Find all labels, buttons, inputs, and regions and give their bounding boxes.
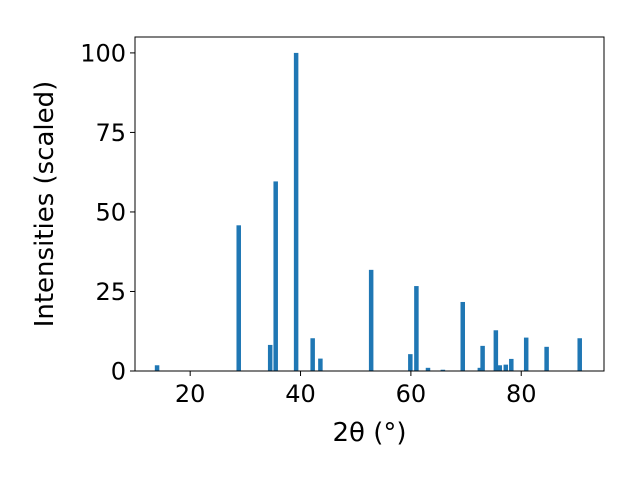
- x-tick-label: 60: [396, 380, 427, 408]
- bar-16: [497, 365, 502, 371]
- bar-8: [408, 354, 413, 371]
- bar-9: [414, 286, 419, 371]
- bar-19: [523, 337, 529, 371]
- bar-20: [544, 346, 549, 371]
- bar-18: [509, 358, 514, 371]
- bar-11: [440, 369, 446, 371]
- bar-3: [273, 181, 278, 371]
- bars-group: [154, 52, 582, 372]
- bar-0: [154, 365, 160, 371]
- x-tick-label: 80: [506, 380, 537, 408]
- bar-2: [267, 344, 273, 371]
- y-tick-label: 50: [95, 198, 126, 226]
- x-axis: 20 40 60 80: [175, 371, 537, 408]
- y-tick-label: 25: [95, 278, 126, 306]
- y-tick-label: 100: [80, 39, 126, 67]
- y-axis-label: Intensities (scaled): [30, 81, 60, 328]
- y-axis: 0 25 50 75 100: [80, 39, 135, 386]
- y-tick-label: 0: [111, 358, 126, 386]
- x-tick-label: 20: [175, 380, 206, 408]
- bar-1: [236, 225, 241, 371]
- bar-13: [477, 367, 483, 371]
- bar-4: [293, 52, 299, 372]
- bar-6: [318, 358, 323, 371]
- bar-12: [460, 301, 465, 371]
- bar-7: [368, 269, 374, 371]
- y-tick-label: 75: [95, 119, 126, 147]
- bar-14: [480, 345, 485, 371]
- bar-10: [425, 367, 431, 371]
- bar-15: [493, 330, 499, 371]
- plot-frame: [134, 36, 605, 372]
- x-axis-label: 2θ (°): [332, 418, 406, 448]
- bar-17: [503, 364, 509, 371]
- bar-5: [310, 338, 315, 371]
- bar-21: [577, 338, 582, 371]
- x-tick-label: 40: [285, 380, 316, 408]
